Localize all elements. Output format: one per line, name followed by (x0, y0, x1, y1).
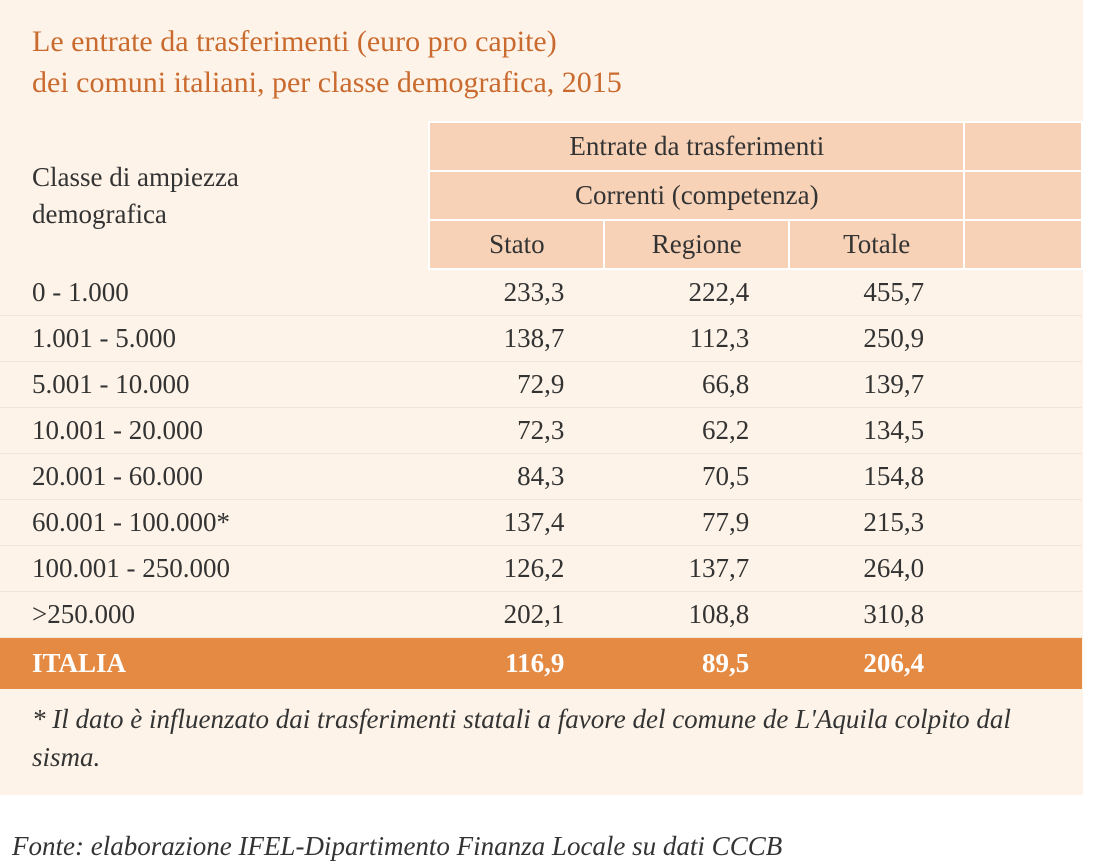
row-totale: 139,7 (789, 362, 964, 408)
row-label: >250.000 (0, 592, 429, 638)
row-label: 100.001 - 250.000 (0, 546, 429, 592)
header-left-line2: demografica (32, 199, 167, 229)
row-extra (964, 454, 1082, 500)
row-regione: 66,8 (604, 362, 789, 408)
row-regione: 62,2 (604, 408, 789, 454)
source-line: Fonte: elaborazione IFEL-Dipartimento Fi… (0, 795, 1095, 862)
header-col-stato: Stato (429, 220, 604, 269)
header-extra-3 (964, 220, 1082, 269)
table-panel: Le entrate da trasferimenti (euro pro ca… (0, 0, 1083, 795)
row-totale: 250,9 (789, 316, 964, 362)
row-regione: 112,3 (604, 316, 789, 362)
header-col-regione: Regione (604, 220, 789, 269)
table-row: >250.000202,1108,8310,8 (0, 592, 1082, 638)
row-extra (964, 316, 1082, 362)
row-totale: 455,7 (789, 269, 964, 316)
table-row: 10.001 - 20.00072,362,2134,5 (0, 408, 1082, 454)
row-stato: 233,3 (429, 269, 604, 316)
row-totale: 154,8 (789, 454, 964, 500)
row-extra (964, 500, 1082, 546)
header-left-line1: Classe di ampiezza (32, 162, 239, 192)
total-label: ITALIA (0, 638, 429, 690)
row-totale: 215,3 (789, 500, 964, 546)
table-title: Le entrate da trasferimenti (euro pro ca… (0, 0, 1083, 121)
table-row: 1.001 - 5.000138,7112,3250,9 (0, 316, 1082, 362)
header-mid: Correnti (competenza) (429, 171, 964, 220)
row-stato: 72,9 (429, 362, 604, 408)
row-label: 0 - 1.000 (0, 269, 429, 316)
footnote: * Il dato è influenzato dai trasferiment… (0, 689, 1083, 787)
row-extra (964, 269, 1082, 316)
row-extra (964, 408, 1082, 454)
row-regione: 70,5 (604, 454, 789, 500)
row-totale: 134,5 (789, 408, 964, 454)
row-extra (964, 546, 1082, 592)
total-stato: 116,9 (429, 638, 604, 690)
row-stato: 138,7 (429, 316, 604, 362)
table-row: 5.001 - 10.00072,966,8139,7 (0, 362, 1082, 408)
row-label: 20.001 - 60.000 (0, 454, 429, 500)
row-regione: 222,4 (604, 269, 789, 316)
total-totale: 206,4 (789, 638, 964, 690)
row-label: 1.001 - 5.000 (0, 316, 429, 362)
title-line-2: dei comuni italiani, per classe demograf… (32, 66, 622, 99)
title-line-1: Le entrate da trasferimenti (euro pro ca… (32, 25, 557, 58)
row-totale: 264,0 (789, 546, 964, 592)
total-extra (964, 638, 1082, 690)
header-extra-1 (964, 122, 1082, 171)
row-regione: 137,7 (604, 546, 789, 592)
row-regione: 77,9 (604, 500, 789, 546)
table-row: 20.001 - 60.00084,370,5154,8 (0, 454, 1082, 500)
table-row: 60.001 - 100.000*137,477,9215,3 (0, 500, 1082, 546)
row-extra (964, 362, 1082, 408)
total-regione: 89,5 (604, 638, 789, 690)
row-stato: 137,4 (429, 500, 604, 546)
row-stato: 84,3 (429, 454, 604, 500)
total-row: ITALIA 116,9 89,5 206,4 (0, 638, 1082, 690)
row-label: 10.001 - 20.000 (0, 408, 429, 454)
row-stato: 126,2 (429, 546, 604, 592)
header-extra-2 (964, 171, 1082, 220)
header-left: Classe di ampiezza demografica (0, 122, 429, 269)
row-stato: 72,3 (429, 408, 604, 454)
header-col-totale: Totale (789, 220, 964, 269)
row-extra (964, 592, 1082, 638)
header-top: Entrate da trasferimenti (429, 122, 964, 171)
row-label: 5.001 - 10.000 (0, 362, 429, 408)
header-row-top: Classe di ampiezza demografica Entrate d… (0, 122, 1082, 171)
row-stato: 202,1 (429, 592, 604, 638)
table-row: 0 - 1.000233,3222,4455,7 (0, 269, 1082, 316)
row-totale: 310,8 (789, 592, 964, 638)
row-regione: 108,8 (604, 592, 789, 638)
data-table: Classe di ampiezza demografica Entrate d… (0, 121, 1083, 689)
row-label: 60.001 - 100.000* (0, 500, 429, 546)
table-row: 100.001 - 250.000126,2137,7264,0 (0, 546, 1082, 592)
